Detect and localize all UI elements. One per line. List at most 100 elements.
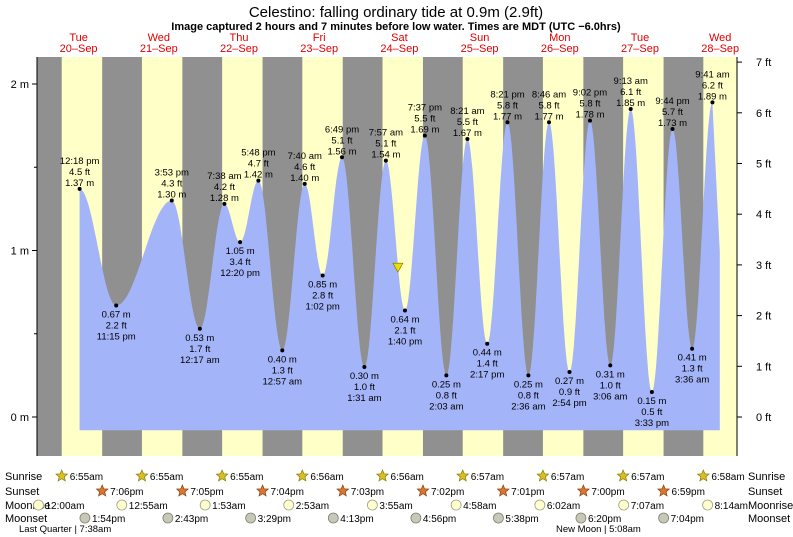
sunset-time: 7:04pm [271, 487, 304, 498]
low-tide-metre-label: 0.30 m [350, 371, 379, 382]
day-name-label: Wed [148, 32, 170, 44]
low-tide-metre-label: 0.64 m [390, 314, 419, 325]
low-tide-feet-label: 0.8 ft [436, 390, 457, 401]
moonrise-time: 2:53am [296, 501, 329, 512]
low-tide-time-label: 12:17 am [180, 355, 220, 366]
high-tide-feet-label: 4.3 ft [161, 179, 182, 190]
row-label-left-sunset: Sunset [5, 486, 39, 498]
high-tide-metre-label: 1.77 m [534, 111, 563, 122]
moonset-time: 4:13pm [340, 514, 373, 525]
low-tide-feet-label: 0.9 ft [559, 387, 580, 398]
sunset-time: 7:05pm [190, 487, 223, 498]
moonrise-icon [283, 499, 295, 511]
sunrise-icon [135, 469, 149, 482]
right-axis-tick-label: 6 ft [756, 108, 771, 120]
moonrise-time: 6:02am [547, 501, 580, 512]
sunset-icon [416, 484, 430, 497]
moonrise-icon [116, 499, 128, 511]
moonrise-icon [366, 499, 378, 511]
low-tide-point [526, 373, 531, 378]
high-tide-time-label: 3:53 pm [155, 168, 189, 179]
high-tide-time-label: 9:41 am [695, 69, 729, 80]
moonrise-time: 3:55am [379, 501, 412, 512]
high-tide-metre-label: 1.69 m [410, 125, 439, 136]
low-tide-metre-label: 0.25 m [432, 379, 461, 390]
high-tide-time-label: 8:21 pm [490, 89, 524, 100]
low-tide-time-label: 3:36 am [675, 375, 709, 386]
right-axis-tick-label: 2 ft [756, 311, 771, 323]
high-tide-point [628, 106, 633, 111]
low-tide-point [362, 365, 367, 370]
right-axis-tick-label: 3 ft [756, 260, 771, 272]
sunrise-icon [696, 469, 710, 482]
high-tide-point [256, 178, 261, 183]
moonset-time: 1:54pm [92, 514, 125, 525]
low-tide-metre-label: 0.15 m [637, 396, 666, 407]
axes: 0 m 1 m 2 m 0 ft 1 ft 2 ft 3 ft 4 ft 5 ft 6 ft 7 f… [11, 57, 771, 456]
day-date-label: 24–Sep [380, 43, 418, 55]
sunrise-icon [536, 469, 550, 482]
moonrise-time: 1:53am [212, 501, 245, 512]
tide-curve [79, 102, 720, 431]
low-tide-point [690, 346, 695, 351]
right-axis-tick-label: 0 ft [756, 412, 771, 424]
low-tide-metre-label: 0.31 m [596, 369, 625, 380]
high-tide-time-label: 7:57 am [369, 128, 403, 139]
low-tide-metre-label: 0.44 m [473, 348, 502, 359]
chart-subtitle: Image captured 2 hours and 7 minutes bef… [171, 21, 621, 33]
moonrise-icon [450, 499, 462, 511]
day-name-label: Thu [230, 32, 249, 44]
day-date-label: 27–Sep [621, 43, 659, 55]
low-tide-point [649, 390, 654, 395]
sunrise-time: 6:57am [471, 472, 504, 483]
sunset-icon [256, 484, 270, 497]
day-name-label: Tue [69, 32, 88, 44]
sunset-icon [175, 484, 189, 497]
sunset-icon [95, 484, 109, 497]
moonset-time: 5:38pm [505, 514, 538, 525]
moonset-icon [575, 512, 587, 524]
moonrise-icon [199, 499, 211, 511]
high-tide-point [383, 158, 388, 163]
sunset-icon [336, 484, 350, 497]
moonrise-time: 4:58am [463, 501, 496, 512]
high-tide-point [710, 100, 715, 105]
day-name-label: Sat [391, 32, 408, 44]
moonset-icon [327, 512, 339, 524]
high-tide-metre-label: 1.89 m [698, 91, 727, 102]
moonset-time: 7:04pm [671, 514, 704, 525]
day-date-label: 23–Sep [300, 43, 338, 55]
high-tide-metre-label: 1.42 m [244, 170, 273, 181]
moonset-icon [79, 512, 91, 524]
sunrise-icon [295, 469, 309, 482]
low-tide-time-label: 1:40 pm [388, 336, 422, 347]
high-tide-feet-label: 5.1 ft [375, 139, 396, 150]
high-tide-time-label: 7:40 am [288, 151, 322, 162]
low-tide-time-label: 1:31 am [347, 393, 381, 404]
low-tide-time-label: 12:20 pm [220, 268, 260, 279]
right-axis-tick-label: 1 ft [756, 361, 771, 373]
high-tide-point [422, 133, 427, 138]
sunrise-time: 6:57am [551, 472, 584, 483]
chart-title: Celestino: falling ordinary tide at 0.9m… [249, 4, 543, 21]
moonrise-icon [33, 499, 44, 511]
high-tide-time-label: 5:48 pm [241, 148, 275, 159]
low-tide-point [320, 273, 325, 278]
moonset-time: 4:56pm [423, 514, 456, 525]
high-tide-metre-label: 1.37 m [65, 178, 94, 189]
day-name-label: Sun [470, 32, 490, 44]
moonrise-time: 12:55am [129, 501, 168, 512]
high-tide-metre-label: 1.78 m [575, 110, 604, 121]
high-tide-point [77, 186, 82, 191]
high-tide-metre-label: 1.54 m [371, 150, 400, 161]
low-tide-feet-label: 1.0 ft [600, 380, 621, 391]
high-tide-point [670, 126, 675, 131]
low-tide-time-label: 12:57 am [262, 376, 302, 387]
low-tide-metre-label: 0.27 m [555, 376, 584, 387]
moonset-icon [410, 512, 422, 524]
low-tide-time-label: 2:17 pm [470, 370, 504, 381]
current-tide-triangle [392, 262, 404, 273]
